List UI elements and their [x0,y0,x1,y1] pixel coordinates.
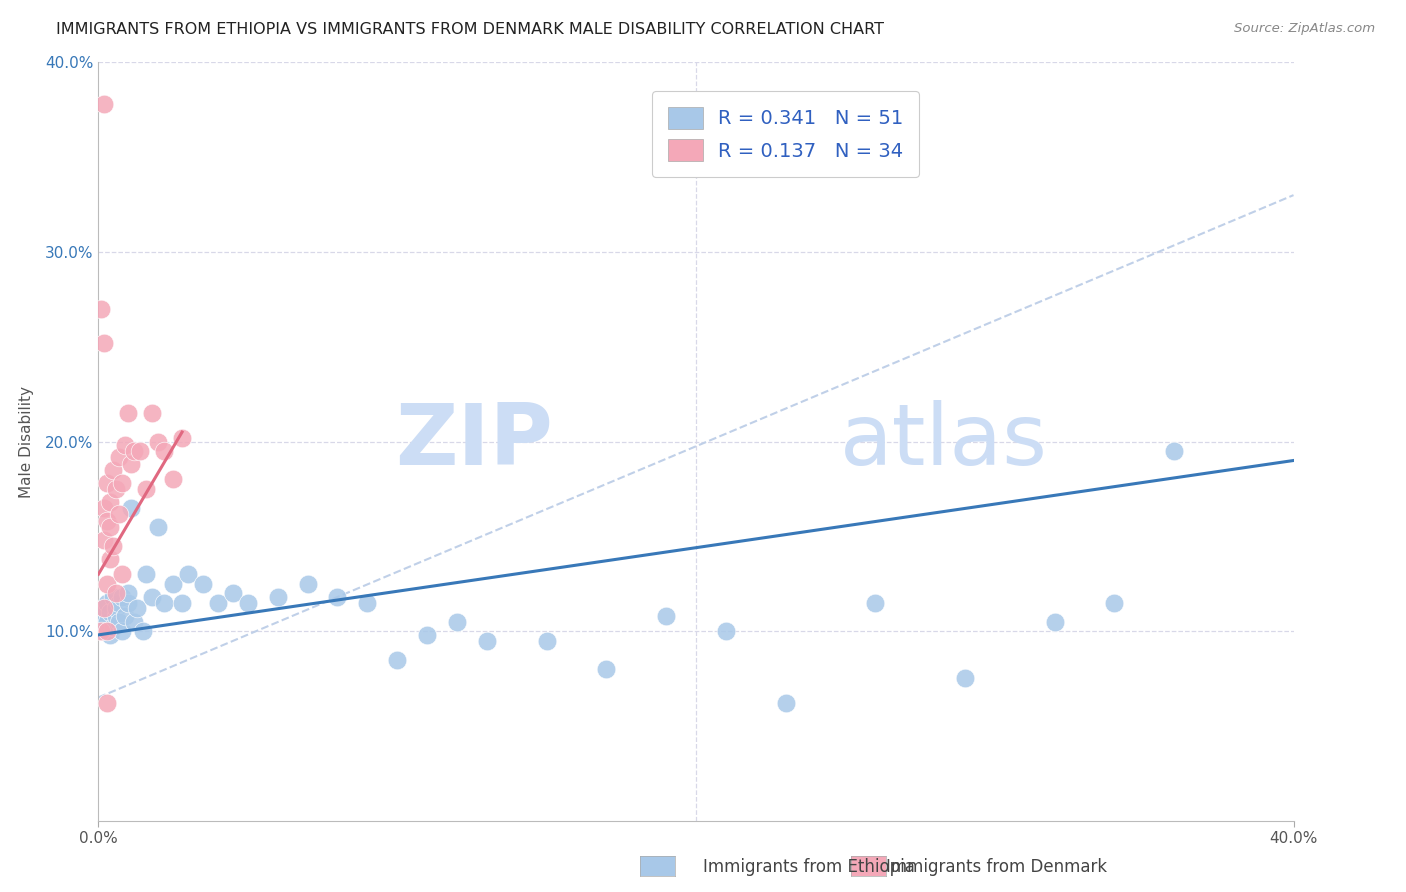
Text: IMMIGRANTS FROM ETHIOPIA VS IMMIGRANTS FROM DENMARK MALE DISABILITY CORRELATION : IMMIGRANTS FROM ETHIOPIA VS IMMIGRANTS F… [56,22,884,37]
Point [103,590,125,604]
Point [148,520,170,534]
Point [96,696,118,710]
Point [111,590,134,604]
Point [446,615,468,629]
Point [96,596,118,610]
Point [135,482,157,496]
Point [93,336,115,351]
Point [1043,615,1066,629]
Point [536,633,558,648]
Point [162,576,184,591]
Point [132,624,155,639]
Point [297,576,319,591]
Point [105,586,128,600]
Point [93,624,115,639]
Point [595,662,617,676]
Point [93,601,115,615]
Point [93,601,115,615]
Point [775,696,797,710]
Text: ZIP: ZIP [395,400,553,483]
Point [714,624,737,639]
Point [385,652,409,666]
Point [153,444,176,458]
Point [141,406,163,420]
Point [120,458,142,472]
Point [953,672,976,686]
Point [326,590,349,604]
Point [111,624,134,639]
Point [98,605,122,619]
Point [105,601,128,615]
Point [105,482,128,496]
Text: Source: ZipAtlas.com: Source: ZipAtlas.com [1234,22,1375,36]
Point [108,507,131,521]
Point [117,586,139,600]
Point [191,576,214,591]
Point [172,596,194,610]
Point [108,615,131,629]
Point [416,628,439,642]
Point [172,431,194,445]
Text: Immigrants from Ethiopia: Immigrants from Ethiopia [703,858,915,876]
Point [129,444,152,458]
Point [96,476,118,491]
Point [655,609,678,624]
Point [90,609,112,624]
Point [103,463,125,477]
Point [865,596,887,610]
Point [127,601,149,615]
Point [120,500,142,515]
Point [96,615,118,629]
Point [117,596,139,610]
Legend: R = 0.341   N = 51, R = 0.137   N = 34: R = 0.341 N = 51, R = 0.137 N = 34 [652,91,920,177]
Point [141,590,163,604]
Point [103,539,125,553]
Point [111,476,134,491]
Point [98,495,122,509]
Point [96,624,118,639]
Point [105,609,128,624]
Point [117,406,139,420]
Point [96,514,118,528]
Point [103,620,125,634]
Point [93,97,115,112]
Point [98,628,122,642]
Point [111,567,134,582]
Point [1104,596,1126,610]
Point [162,473,184,487]
Point [267,590,290,604]
Point [114,438,136,452]
Point [124,444,146,458]
Point [135,567,157,582]
Point [177,567,200,582]
Point [96,576,118,591]
Point [236,596,259,610]
Point [93,533,115,548]
Text: Immigrants from Denmark: Immigrants from Denmark [886,858,1107,876]
Point [1163,444,1185,458]
Y-axis label: Male Disability: Male Disability [18,385,34,498]
Point [475,633,498,648]
Point [124,615,146,629]
Point [148,434,170,449]
Point [90,301,112,316]
Point [98,552,122,566]
Point [207,596,229,610]
Point [108,450,131,464]
Point [356,596,378,610]
Point [90,624,112,639]
Point [108,596,131,610]
Text: atlas: atlas [839,400,1047,483]
Point [98,520,122,534]
Point [222,586,245,600]
Point [93,500,115,515]
Point [114,609,136,624]
Point [153,596,176,610]
